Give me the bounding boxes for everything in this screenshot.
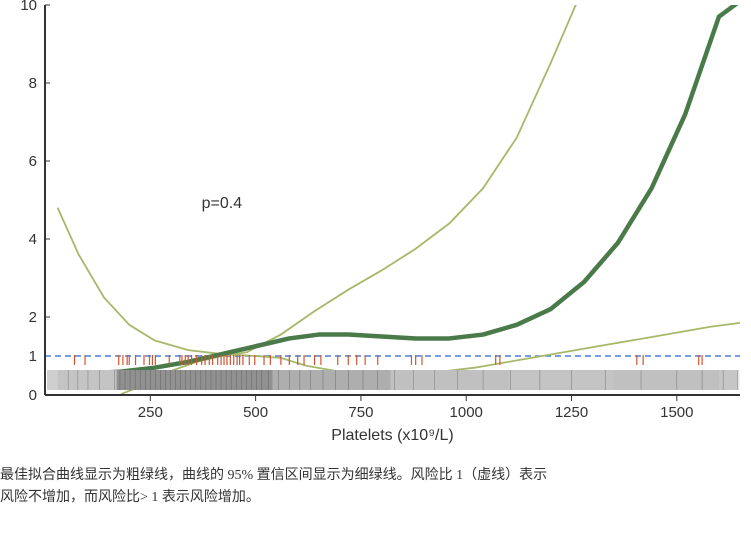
density-segment (390, 370, 508, 390)
x-tick-label: 250 (138, 404, 163, 421)
y-tick-label: 6 (29, 153, 37, 170)
y-tick-label: 4 (29, 231, 37, 248)
fit-line (58, 1, 740, 373)
density-segment (272, 370, 390, 390)
hazard-ratio-chart: 02468101250500750100012501500Platelets (… (0, 0, 751, 540)
x-tick-label: 1000 (450, 404, 483, 421)
y-tick-label: 0 (29, 387, 37, 404)
density-segment (508, 370, 613, 390)
figure-caption: 最佳拟合曲线显示为粗绿线，曲线的 95% 置信区间显示为细绿线。风险比 1（虚线… (0, 465, 751, 510)
x-tick-label: 1500 (660, 404, 693, 421)
x-tick-label: 1250 (555, 404, 588, 421)
density-segment (58, 370, 117, 390)
y-tick-label: 2 (29, 309, 37, 326)
y-tick-label: 8 (29, 75, 37, 92)
p-value-annotation: p=0.4 (202, 195, 243, 212)
ci-line (58, 208, 740, 374)
density-segment (614, 370, 719, 390)
caption-line-1: 最佳拟合曲线显示为粗绿线，曲线的 95% 置信区间显示为细绿线。风险比 1（虚线… (0, 468, 547, 483)
density-segment (719, 370, 740, 390)
y-tick-label: 1 (29, 348, 37, 365)
hazard-ratio-chart-container: 02468101250500750100012501500Platelets (… (0, 0, 751, 540)
x-axis-label: Platelets (x10⁹/L) (331, 427, 453, 444)
y-tick-label: 10 (20, 0, 37, 14)
x-tick-label: 500 (243, 404, 268, 421)
x-tick-label: 750 (348, 404, 373, 421)
caption-line-2: 风险不增加，而风险比> 1 表示风险增加。 (0, 490, 260, 505)
